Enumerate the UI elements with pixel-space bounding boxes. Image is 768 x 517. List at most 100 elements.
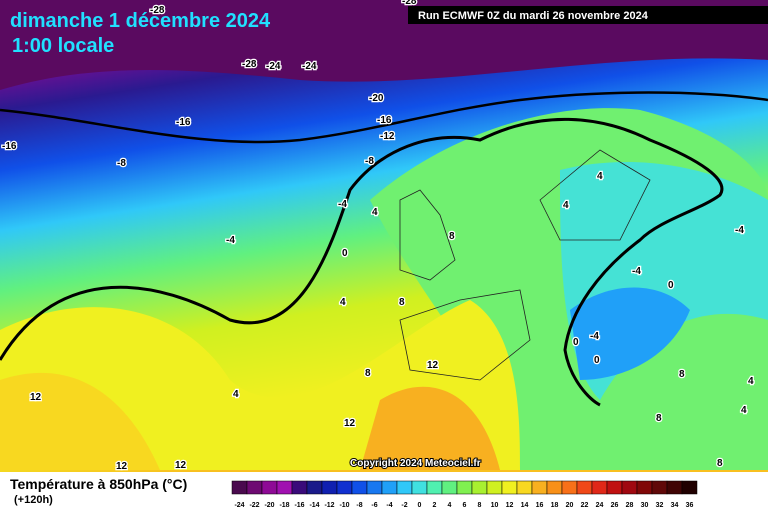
contour-label: -24 [302, 61, 317, 72]
contour-label: -24 [266, 61, 281, 72]
legend-tick-label: -8 [356, 502, 362, 509]
legend-tick-label: 36 [686, 502, 694, 509]
legend-tick-label: 0 [418, 502, 422, 509]
legend-swatch [366, 480, 383, 495]
forecast-date: dimanche 1 décembre 2024 [10, 10, 271, 32]
legend-tick-label: -2 [401, 502, 407, 509]
map: -28 -28 -24 -24 -28 -20 -16 -16 -12 -16 -8 -8 -4 4 -4 8… [0, 0, 768, 473]
contour-label: 0 [668, 280, 674, 291]
contour-label: 4 [597, 171, 603, 182]
contour-label: 0 [573, 337, 579, 348]
legend-swatch [651, 480, 668, 495]
legend-swatch [396, 480, 413, 495]
contour-label: 4 [741, 405, 747, 416]
contour-label: 12 [175, 460, 187, 471]
contour-label: -16 [377, 115, 392, 126]
legend-lead: (+120h) [14, 494, 53, 506]
contour-label: 12 [344, 418, 356, 429]
warm-africa [360, 386, 500, 470]
legend-tick-label: 10 [491, 502, 499, 509]
contour-label: -4 [338, 199, 347, 210]
legend-tick-label: -18 [279, 502, 289, 509]
legend-swatch [276, 480, 293, 495]
legend-tick-label: 18 [551, 502, 559, 509]
legend-swatch [321, 480, 338, 495]
legend-swatch [486, 480, 503, 495]
legend-swatch [561, 480, 578, 495]
contour-label: -28 [150, 5, 165, 16]
contour-label: -16 [176, 117, 191, 128]
contour-label: 8 [449, 231, 455, 242]
legend-swatch [606, 480, 623, 495]
contour-label: 0 [594, 355, 600, 366]
contour-label: 4 [563, 200, 569, 211]
contour-label: 4 [372, 207, 378, 218]
legend-tick-label: 12 [506, 502, 514, 509]
legend-swatch [441, 480, 458, 495]
legend-swatch [681, 480, 698, 495]
legend-swatch [591, 480, 608, 495]
legend-swatch [291, 480, 308, 495]
legend-swatch [516, 480, 533, 495]
legend-tick-label: 8 [478, 502, 482, 509]
contour-label: -16 [2, 141, 17, 152]
legend-swatch [246, 480, 263, 495]
zero-isotherm [0, 117, 724, 407]
legend-tick-label: 16 [536, 502, 544, 509]
legend-swatch [306, 480, 323, 495]
legend-swatch [576, 480, 593, 495]
legend: Température à 850hPa (°C) (+120h) -24 -2 2… [10, 476, 698, 509]
legend-swatch [351, 480, 368, 495]
contour-labels: -28 -28 -24 -24 -28 -20 -16 -16 -12 -16 -8 -8 -4 4 -4 8… [1, 0, 756, 473]
contour-label: 4 [233, 389, 239, 400]
contour-label: -4 [735, 225, 744, 236]
legend-tick-label: 32 [656, 502, 664, 509]
legend-tick-label: -24 [234, 502, 244, 509]
contour-label: -8 [365, 156, 374, 167]
contour-label: 12 [30, 392, 42, 403]
legend-swatch [531, 480, 548, 495]
run-info: Run ECMWF 0Z du mardi 26 novembre 2024 [418, 10, 649, 22]
legend-tick-label: -10 [339, 502, 349, 509]
legend-swatch [621, 480, 638, 495]
minus-twenty-isotherm [0, 91, 768, 144]
contour-label: -4 [590, 331, 599, 342]
copyright: Copyright 2024 Meteociel.fr [350, 458, 481, 469]
legend-tick-label: -4 [386, 502, 392, 509]
legend-title: Température à 850hPa (°C) [10, 476, 187, 492]
contour-label: -20 [369, 93, 384, 104]
contour-label: 8 [717, 458, 723, 469]
legend-tick-label: 14 [521, 502, 529, 509]
forecast-time: 1:00 locale [12, 35, 114, 57]
contour-label: 8 [679, 369, 685, 380]
run-banner [408, 6, 768, 24]
contour-label: 0 [342, 248, 348, 259]
legend-tick-label: 6 [463, 502, 467, 509]
legend-tick-label: 34 [671, 502, 679, 509]
contour-label: 4 [748, 376, 754, 387]
contour-label: 4 [340, 297, 346, 308]
legend-swatch [666, 480, 683, 495]
legend-swatch [411, 480, 428, 495]
legend-tick-label: 4 [448, 502, 452, 509]
contour-label: -28 [242, 59, 257, 70]
legend-tick-label: -20 [264, 502, 274, 509]
contour-label: -4 [226, 235, 235, 246]
contour-label: -8 [117, 158, 126, 169]
legend-tick-label: -14 [309, 502, 319, 509]
coastlines [399, 149, 651, 381]
legend-tick-label: -16 [294, 502, 304, 509]
legend-tick-label: 26 [611, 502, 619, 509]
legend-swatch [426, 480, 443, 495]
legend-tick-label: 24 [596, 502, 604, 509]
legend-swatch [261, 480, 278, 495]
contour-label: 8 [399, 297, 405, 308]
warm-atlantic [0, 372, 160, 470]
legend-tick-label: 30 [641, 502, 649, 509]
legend-swatch [336, 480, 353, 495]
legend-swatch [471, 480, 488, 495]
legend-swatch [381, 480, 398, 495]
contour-label: 12 [116, 461, 128, 472]
legend-tick-label: 2 [433, 502, 437, 509]
legend-tick-label: 20 [566, 502, 574, 509]
